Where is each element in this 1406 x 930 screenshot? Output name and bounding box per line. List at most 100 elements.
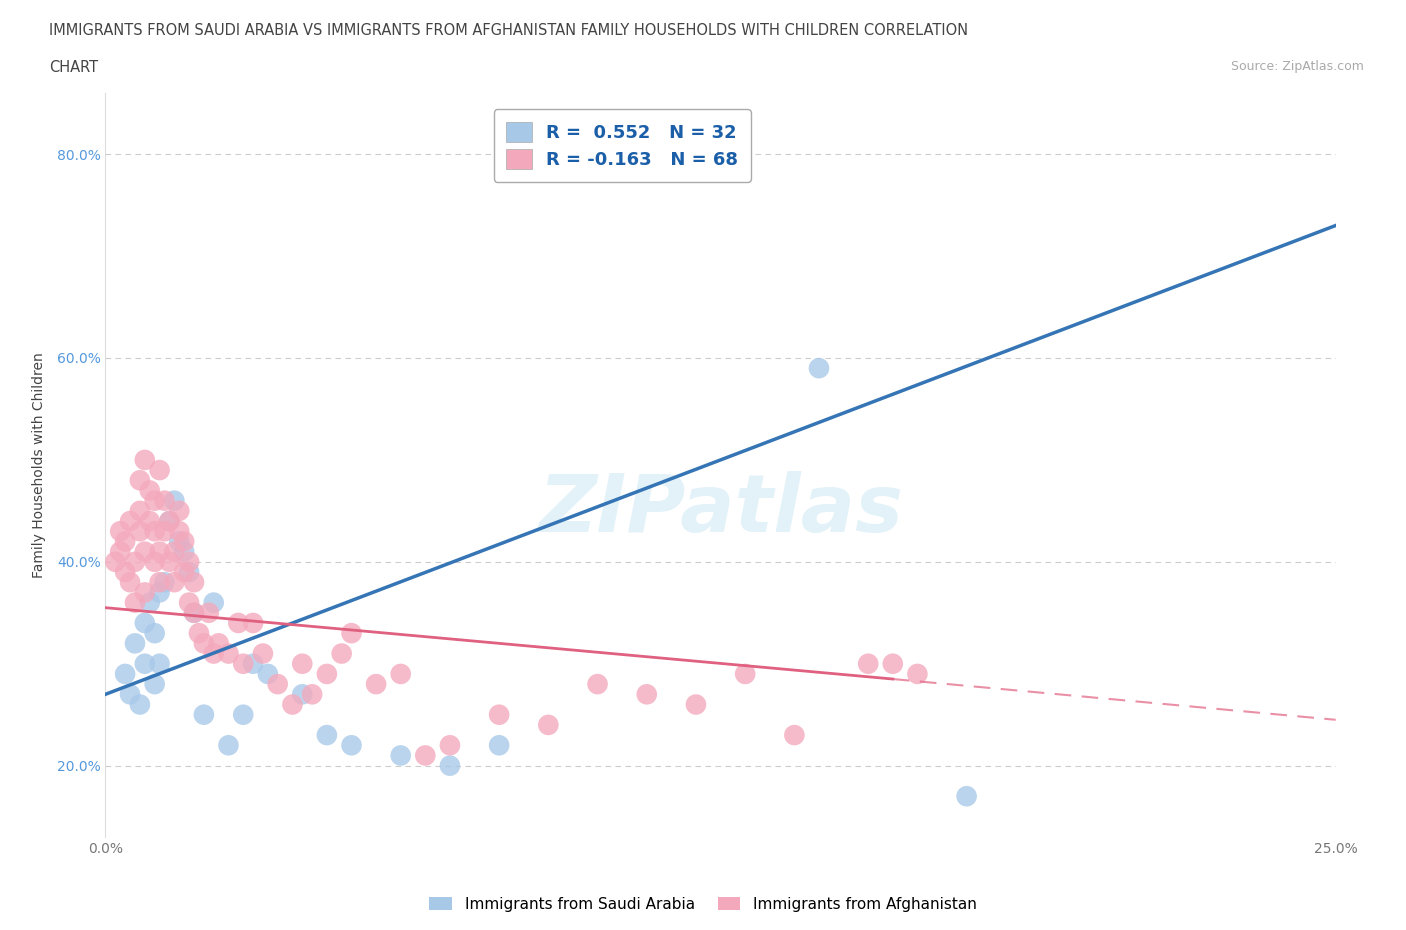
Point [169, 503, 191, 518]
Point [153, 575, 176, 590]
Point [366, 677, 388, 692]
Point [232, 707, 254, 722]
Point [173, 565, 195, 579]
Point [291, 687, 314, 702]
Point [858, 657, 880, 671]
Point [179, 595, 201, 610]
Text: ZIPatlas: ZIPatlas [538, 471, 903, 549]
Point [134, 616, 156, 631]
Point [143, 554, 166, 569]
Point [143, 493, 166, 508]
Point [143, 524, 166, 538]
Point [956, 789, 979, 804]
Point [783, 727, 806, 742]
Point [413, 748, 436, 763]
Point [129, 524, 152, 538]
Point [281, 698, 304, 712]
Point [183, 605, 205, 620]
Y-axis label: Family Households with Children: Family Households with Children [31, 352, 45, 578]
Point [179, 565, 201, 579]
Point [315, 667, 337, 682]
Point [340, 737, 363, 752]
Point [149, 575, 172, 590]
Point [252, 646, 274, 661]
Point [169, 524, 191, 538]
Point [138, 513, 162, 528]
Point [734, 667, 756, 682]
Point [193, 707, 215, 722]
Point [149, 657, 172, 671]
Point [153, 524, 176, 538]
Text: IMMIGRANTS FROM SAUDI ARABIA VS IMMIGRANTS FROM AFGHANISTAN FAMILY HOUSEHOLDS WI: IMMIGRANTS FROM SAUDI ARABIA VS IMMIGRAN… [49, 23, 969, 38]
Point [124, 595, 146, 610]
Point [120, 513, 141, 528]
Point [257, 667, 280, 682]
Point [183, 605, 205, 620]
Point [163, 544, 186, 559]
Point [159, 513, 180, 528]
Point [120, 687, 141, 702]
Point [159, 554, 180, 569]
Point [110, 544, 132, 559]
Point [138, 595, 162, 610]
Point [685, 698, 707, 712]
Point [439, 758, 461, 773]
Point [537, 717, 560, 732]
Point [143, 677, 166, 692]
Point [218, 646, 240, 661]
Point [586, 677, 609, 692]
Point [163, 493, 186, 508]
Point [636, 687, 658, 702]
Point [267, 677, 290, 692]
Point [169, 534, 191, 549]
Point [143, 626, 166, 641]
Point [129, 698, 152, 712]
Point [807, 361, 830, 376]
Point [124, 636, 146, 651]
Point [488, 737, 510, 752]
Point [149, 462, 172, 477]
Point [439, 737, 461, 752]
Point [163, 575, 186, 590]
Point [173, 534, 195, 549]
Point [134, 585, 156, 600]
Text: CHART: CHART [49, 60, 98, 75]
Point [197, 605, 219, 620]
Point [134, 544, 156, 559]
Point [114, 667, 136, 682]
Point [134, 453, 156, 468]
Point [202, 646, 225, 661]
Point [138, 483, 162, 498]
Point [183, 575, 205, 590]
Point [179, 554, 201, 569]
Point [149, 585, 172, 600]
Point [129, 472, 152, 487]
Point [242, 657, 264, 671]
Point [134, 657, 156, 671]
Point [330, 646, 353, 661]
Point [188, 626, 211, 641]
Point [159, 513, 180, 528]
Point [315, 727, 337, 742]
Point [114, 534, 136, 549]
Point [291, 657, 314, 671]
Point [114, 565, 136, 579]
Legend: R =  0.552   N = 32, R = -0.163   N = 68: R = 0.552 N = 32, R = -0.163 N = 68 [494, 110, 751, 181]
Point [882, 657, 904, 671]
Point [104, 554, 127, 569]
Point [228, 616, 250, 631]
Point [110, 524, 132, 538]
Legend: Immigrants from Saudi Arabia, Immigrants from Afghanistan: Immigrants from Saudi Arabia, Immigrants… [423, 890, 983, 918]
Point [242, 616, 264, 631]
Point [153, 493, 176, 508]
Point [907, 667, 929, 682]
Text: Source: ZipAtlas.com: Source: ZipAtlas.com [1230, 60, 1364, 73]
Point [120, 575, 141, 590]
Point [218, 737, 240, 752]
Point [389, 748, 412, 763]
Point [149, 544, 172, 559]
Point [340, 626, 363, 641]
Point [208, 636, 231, 651]
Point [193, 636, 215, 651]
Point [389, 667, 412, 682]
